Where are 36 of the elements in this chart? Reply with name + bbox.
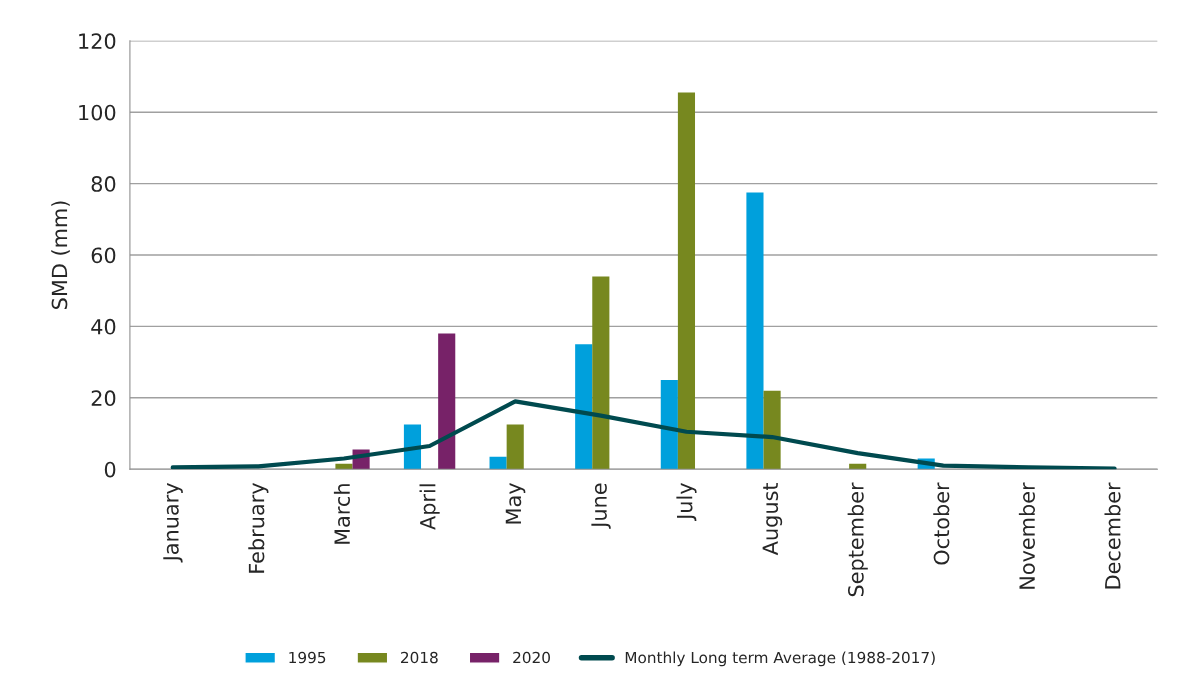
x-tick-label: February bbox=[248, 483, 269, 573]
bar bbox=[506, 424, 524, 470]
x-tick-label: June bbox=[591, 483, 611, 529]
bar bbox=[575, 344, 593, 470]
x-tick-label: May bbox=[505, 483, 526, 524]
y-tick-label: 60 bbox=[91, 247, 116, 264]
bar bbox=[677, 92, 696, 470]
x-tick-label: September bbox=[847, 482, 868, 597]
x-tick-label: December bbox=[1104, 482, 1121, 589]
bar bbox=[763, 390, 781, 470]
legend-label: Monthly Long term Average (1988-2017) bbox=[625, 651, 935, 667]
x-tick-label: January bbox=[163, 483, 183, 563]
y-tick-label: 100 bbox=[79, 104, 116, 121]
x-tick-label: November bbox=[1018, 482, 1035, 589]
y-tick-label: 40 bbox=[91, 318, 116, 335]
bar bbox=[746, 192, 764, 470]
bar bbox=[438, 333, 456, 470]
bar bbox=[489, 456, 507, 470]
y-axis-title: SMD (mm) bbox=[51, 201, 70, 309]
bar bbox=[849, 463, 867, 470]
line-series bbox=[170, 399, 1117, 470]
x-tick-label: March bbox=[333, 484, 351, 544]
bar bbox=[592, 276, 610, 470]
y-tick-label: 80 bbox=[91, 176, 116, 192]
bar bbox=[335, 463, 353, 470]
x-tick-label: October bbox=[933, 482, 950, 565]
y-tick-label: 0 bbox=[104, 461, 116, 478]
y-tick-label: 20 bbox=[91, 390, 116, 407]
legend-label: 2018 bbox=[401, 651, 438, 664]
x-tick-label: April bbox=[419, 484, 440, 530]
y-tick-label: 120 bbox=[79, 33, 116, 50]
x-tick-label: August bbox=[762, 482, 783, 556]
legend-label: 2020 bbox=[513, 651, 550, 664]
bar bbox=[660, 379, 678, 470]
legend-label: 1995 bbox=[289, 651, 326, 664]
x-tick-label: July bbox=[676, 483, 697, 521]
